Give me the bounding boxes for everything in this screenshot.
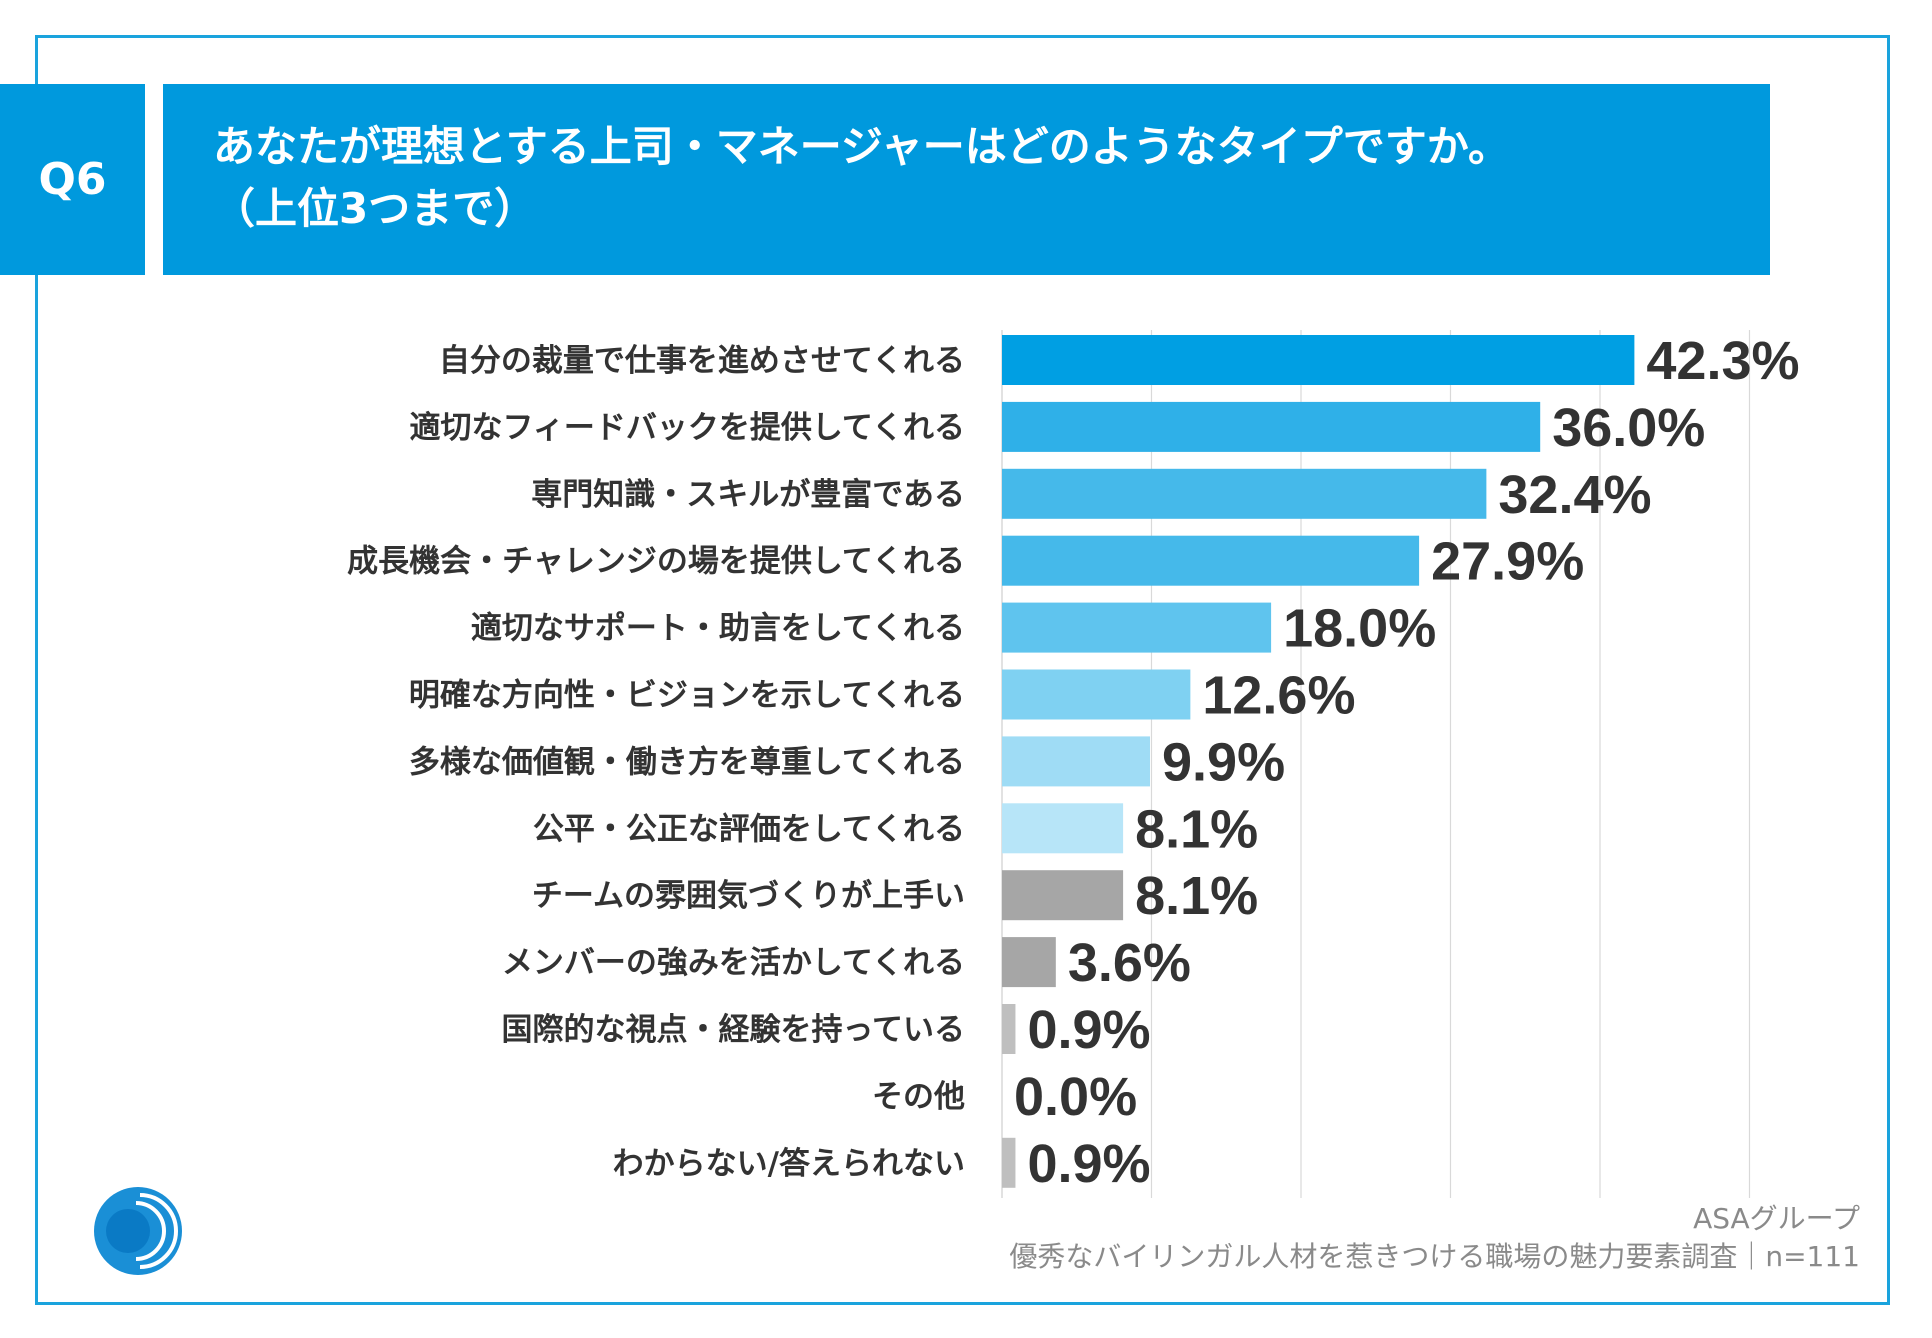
source-note: ASAグループ 優秀なバイリンガル人材を惹きつける職場の魅力要素調査｜n=111 — [1009, 1200, 1860, 1276]
value-label-2: 36.0% — [1552, 398, 1705, 458]
value-label-4: 27.9% — [1431, 532, 1584, 592]
bar-2 — [1002, 401, 1541, 452]
value-label-1: 42.3% — [1646, 331, 1799, 391]
value-label-10: 3.6% — [1068, 933, 1191, 993]
category-label-2: 適切なフィードバックを提供してくれる — [409, 410, 965, 446]
value-label-3: 32.4% — [1498, 465, 1651, 525]
bar-6 — [1002, 669, 1191, 720]
category-label-5: 適切なサポート・助言をしてくれる — [471, 611, 965, 647]
question-title-line1: あなたが理想とする上司・マネージャーはどのようなタイプですか。 — [213, 122, 1510, 171]
category-label-1: 自分の裁量で仕事を進めさせてくれる — [439, 343, 965, 379]
category-label-4: 成長機会・チャレンジの場を提供してくれる — [347, 544, 965, 580]
bar-11 — [1002, 1004, 1016, 1054]
category-label-8: 公平・公正な評価をしてくれる — [533, 811, 965, 847]
value-label-5: 18.0% — [1283, 599, 1436, 659]
source-survey: 優秀なバイリンガル人材を惹きつける職場の魅力要素調査｜n=111 — [1009, 1240, 1860, 1273]
value-label-12: 0.0% — [1014, 1067, 1137, 1127]
category-label-3: 専門知識・スキルが豊富である — [531, 477, 965, 513]
bar-4 — [1002, 535, 1420, 586]
question-title-line2: （上位3つまで） — [213, 184, 537, 233]
source-company: ASAグループ — [1693, 1202, 1860, 1235]
value-label-8: 8.1% — [1135, 799, 1258, 859]
question-badge: Q6 — [0, 84, 145, 275]
category-label-11: 国際的な視点・経験を持っている — [502, 1012, 965, 1048]
asa-group-logo-icon — [94, 1187, 182, 1275]
chart-frame — [35, 35, 1890, 1305]
bar-10 — [1002, 937, 1056, 988]
bars — [1002, 335, 1635, 1188]
category-label-10: メンバーの強みを活かしてくれる — [502, 945, 965, 981]
category-label-7: 多様な価値観・働き方を尊重してくれる — [409, 744, 965, 780]
bar-8 — [1002, 803, 1124, 854]
question-title: あなたが理想とする上司・マネージャーはどのようなタイプですか。 （上位3つまで） — [163, 84, 1770, 275]
category-label-9: チームの雰囲気づくりが上手い — [532, 878, 965, 914]
bar-1 — [1002, 335, 1635, 385]
value-label-11: 0.9% — [1027, 1000, 1150, 1060]
value-label-13: 0.9% — [1027, 1134, 1150, 1194]
bar-7 — [1002, 736, 1151, 787]
value-label-6: 12.6% — [1202, 666, 1355, 726]
bar-13 — [1002, 1137, 1016, 1188]
labels: 自分の裁量で仕事を進めさせてくれる 42.3% 適切なフィードバックを提供してくれる… — [347, 331, 1799, 1194]
bar-3 — [1002, 468, 1487, 519]
category-label-12: その他 — [872, 1079, 965, 1115]
category-label-6: 明確な方向性・ビジョンを示してくれる — [409, 678, 965, 714]
bar-9 — [1002, 870, 1124, 921]
value-label-7: 9.9% — [1162, 732, 1285, 792]
category-label-13: わからない/答えられない — [613, 1146, 965, 1182]
value-label-9: 8.1% — [1135, 866, 1258, 926]
bar-5 — [1002, 602, 1272, 653]
